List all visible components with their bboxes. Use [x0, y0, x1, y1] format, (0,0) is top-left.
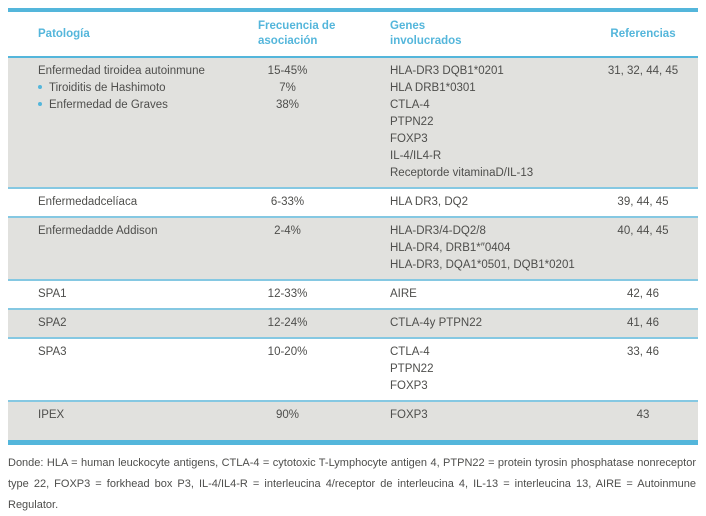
gene-name: PTPN22 — [390, 116, 434, 128]
frequency-value: 90% — [275, 409, 300, 421]
frequency-value: 15-45% — [267, 65, 308, 77]
frequency-cell: 12-24% — [230, 315, 345, 332]
pathology-name: IPEX — [38, 409, 65, 421]
pathology-name: SPA1 — [38, 288, 67, 300]
references-cell: 31, 32, 44, 45 — [607, 65, 679, 77]
pathology-subitem: Enfermedad de Graves — [38, 97, 230, 114]
table-row: Enfermedad tiroidea autoinmune Tiroiditi… — [8, 58, 698, 187]
gene-name: HLA-DR3/4-DQ2/8 — [390, 225, 486, 237]
table-row: Enfermedadcelíaca 6-33% HLA DR3, DQ2 39,… — [8, 187, 698, 216]
gene-name: CTLA-4 — [390, 99, 430, 111]
pathology-name: SPA2 — [38, 317, 67, 329]
genes-cell: HLA-DR3 DQB1*0201 HLA DRB1*0301 CTLA-4 P… — [345, 63, 588, 182]
frequency-cell: 12-33% — [230, 286, 345, 303]
pathology-name: Enfermedadde Addison — [38, 225, 158, 237]
pathology-cell: SPA2 — [8, 315, 230, 332]
gene-name: Receptorde vitaminaD/IL-13 — [390, 167, 534, 179]
pathology-cell: SPA3 — [8, 344, 230, 395]
gene-name: HLA-DR3, DQA1*0501, DQB1*0201 — [390, 259, 575, 271]
gene-name: FOXP3 — [390, 409, 428, 421]
frequency-value: 7% — [279, 82, 296, 94]
genes-cell: HLA-DR3/4-DQ2/8 HLA-DR4, DRB1*″0404 HLA-… — [345, 223, 588, 274]
frequency-value: 6-33% — [270, 196, 305, 208]
frequency-cell: 6-33% — [230, 194, 345, 211]
gene-name: IL-4/IL4-R — [390, 150, 442, 162]
header-references: Referencias — [610, 27, 676, 40]
header-pathology: Patología — [38, 27, 90, 40]
references-cell: 40, 44, 45 — [617, 225, 669, 237]
gene-name: FOXP3 — [390, 133, 428, 145]
pathology-cell: IPEX — [8, 407, 230, 424]
gene-name: HLA-DR3 DQB1*0201 — [390, 65, 504, 77]
gene-name: CTLA-4y PTPN22 — [390, 317, 483, 329]
references-cell: 41, 46 — [627, 317, 659, 329]
header-genes: Genes involucrados — [390, 20, 462, 47]
frequency-value: 12-33% — [267, 288, 308, 300]
gene-name: HLA DRB1*0301 — [390, 82, 476, 94]
genes-cell: AIRE — [345, 286, 588, 303]
frequency-value: 12-24% — [267, 317, 308, 329]
pathology-name: Enfermedadcelíaca — [38, 196, 138, 208]
references-cell: 43 — [636, 409, 650, 421]
frequency-cell: 2-4% — [230, 223, 345, 274]
table-row: SPA2 12-24% CTLA-4y PTPN22 41, 46 — [8, 308, 698, 337]
genes-cell: FOXP3 — [345, 407, 588, 424]
gene-name: HLA-DR4, DRB1*″0404 — [390, 242, 511, 254]
table-row: SPA3 10-20% CTLA-4 PTPN22 FOXP3 33, 46 — [8, 337, 698, 400]
table-row: SPA1 12-33% AIRE 42, 46 — [8, 279, 698, 308]
references-cell: 33, 46 — [627, 346, 659, 358]
associations-table: Patología Frecuencia de asociación Genes… — [8, 8, 698, 445]
pathology-subitem: Tiroiditis de Hashimoto — [38, 80, 230, 97]
pathology-name: Enfermedad tiroidea autoinmune — [38, 65, 205, 77]
pathology-cell: SPA1 — [8, 286, 230, 303]
references-cell: 39, 44, 45 — [617, 196, 669, 208]
table-header: Patología Frecuencia de asociación Genes… — [8, 12, 698, 58]
gene-name: AIRE — [390, 288, 417, 300]
frequency-value: 38% — [275, 99, 300, 111]
gene-name: FOXP3 — [390, 380, 428, 392]
frequency-cell: 90% — [230, 407, 345, 424]
frequency-cell: 10-20% — [230, 344, 345, 395]
bullet-icon — [38, 85, 42, 89]
table-row: IPEX 90% FOXP3 43 — [8, 400, 698, 440]
pathology-cell: Enfermedad tiroidea autoinmune Tiroiditi… — [8, 63, 230, 182]
genes-cell: CTLA-4 PTPN22 FOXP3 — [345, 344, 588, 395]
pathology-name: SPA3 — [38, 346, 67, 358]
frequency-value: 10-20% — [267, 346, 308, 358]
genes-cell: CTLA-4y PTPN22 — [345, 315, 588, 332]
pathology-cell: Enfermedadde Addison — [8, 223, 230, 274]
bullet-icon — [38, 102, 42, 106]
genes-cell: HLA DR3, DQ2 — [345, 194, 588, 211]
frequency-value: 2-4% — [274, 225, 301, 237]
gene-name: HLA DR3, DQ2 — [390, 196, 468, 208]
pathology-subitem-label: Enfermedad de Graves — [49, 99, 168, 111]
gene-name: PTPN22 — [390, 363, 434, 375]
table-row: Enfermedadde Addison 2-4% HLA-DR3/4-DQ2/… — [8, 216, 698, 279]
footer-note: Donde: HLA = human leuckocyte antigens, … — [8, 457, 696, 511]
header-frequency: Frecuencia de asociación — [258, 20, 336, 47]
pathology-subitem-label: Tiroiditis de Hashimoto — [49, 82, 166, 94]
pathology-cell: Enfermedadcelíaca — [8, 194, 230, 211]
frequency-cell: 15-45% 7% 38% — [230, 63, 345, 182]
gene-name: CTLA-4 — [390, 346, 430, 358]
references-cell: 42, 46 — [627, 288, 659, 300]
